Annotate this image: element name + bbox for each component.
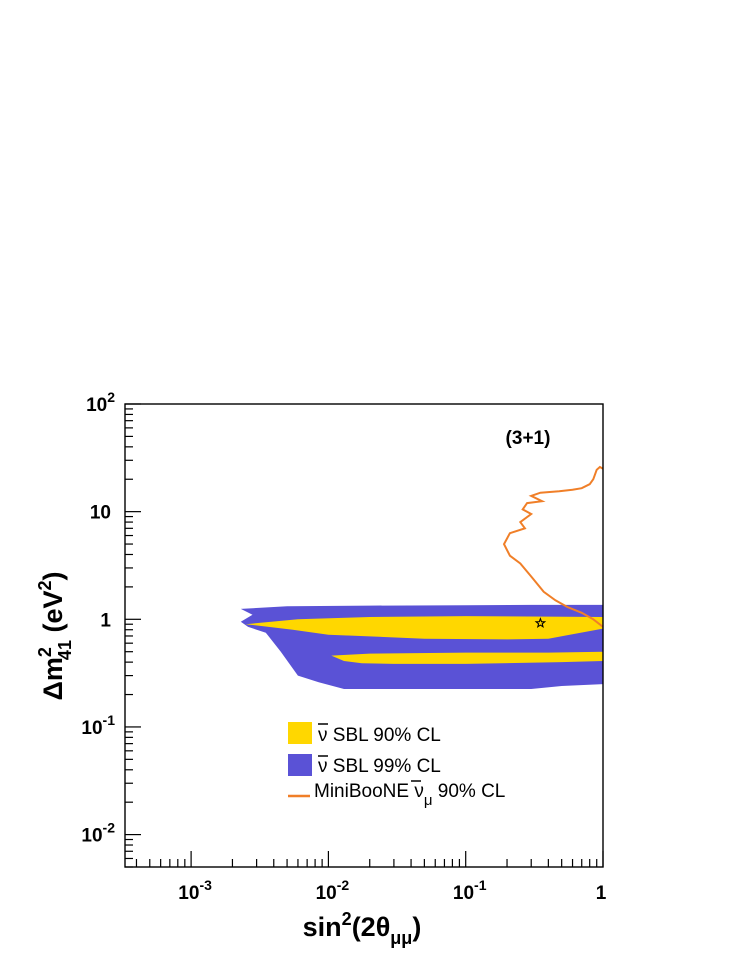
x-tick-label: 10-3 bbox=[178, 877, 212, 904]
y-tick-label: 10 bbox=[90, 503, 111, 524]
best-fit-star-icon bbox=[534, 617, 547, 629]
legend: ν SBL 90% CL ν SBL 99% CL MiniBooNE νμ 9… bbox=[288, 722, 505, 809]
y-tick-label: 102 bbox=[86, 389, 115, 416]
model-annotation: (3+1) bbox=[506, 428, 551, 449]
legend-entry-90cl: ν SBL 90% CL bbox=[288, 722, 441, 746]
axis-ticks bbox=[125, 403, 604, 868]
y-tick-label: 10-2 bbox=[81, 820, 115, 847]
exclusion-curves bbox=[502, 465, 603, 628]
legend-entry-miniboone: MiniBooNE νμ 90% CL bbox=[288, 780, 505, 809]
legend-label-90cl: ν SBL 90% CL bbox=[318, 725, 441, 746]
x-tick-label: 1 bbox=[596, 883, 607, 904]
x-tick-label: 10-2 bbox=[316, 877, 350, 904]
legend-entry-99cl: ν SBL 99% CL bbox=[288, 754, 441, 777]
region-sbl-90-cl-0 bbox=[245, 616, 603, 640]
curve-miniboone-90-cl bbox=[502, 465, 603, 628]
legend-label-miniboone: MiniBooNE νμ 90% CL bbox=[314, 781, 505, 809]
tick-labels: 10-3 10-2 10-1 1 10-2 10-1 1 10 102 bbox=[81, 389, 606, 904]
best-fit-layer bbox=[534, 617, 547, 629]
region-sbl-90-cl-1 bbox=[331, 651, 603, 664]
legend-swatch-90cl bbox=[288, 722, 312, 744]
x-tick-label: 10-1 bbox=[453, 877, 487, 904]
legend-swatch-99cl bbox=[288, 754, 312, 776]
y-axis-title: Δm241 (eV2) bbox=[35, 571, 75, 700]
y-tick-label: 1 bbox=[100, 610, 111, 631]
confidence-regions bbox=[240, 604, 603, 689]
legend-label-99cl: ν SBL 99% CL bbox=[318, 756, 441, 777]
x-axis-title: sin2(2θμμ) bbox=[303, 909, 422, 948]
y-tick-label: 10-1 bbox=[81, 712, 115, 739]
